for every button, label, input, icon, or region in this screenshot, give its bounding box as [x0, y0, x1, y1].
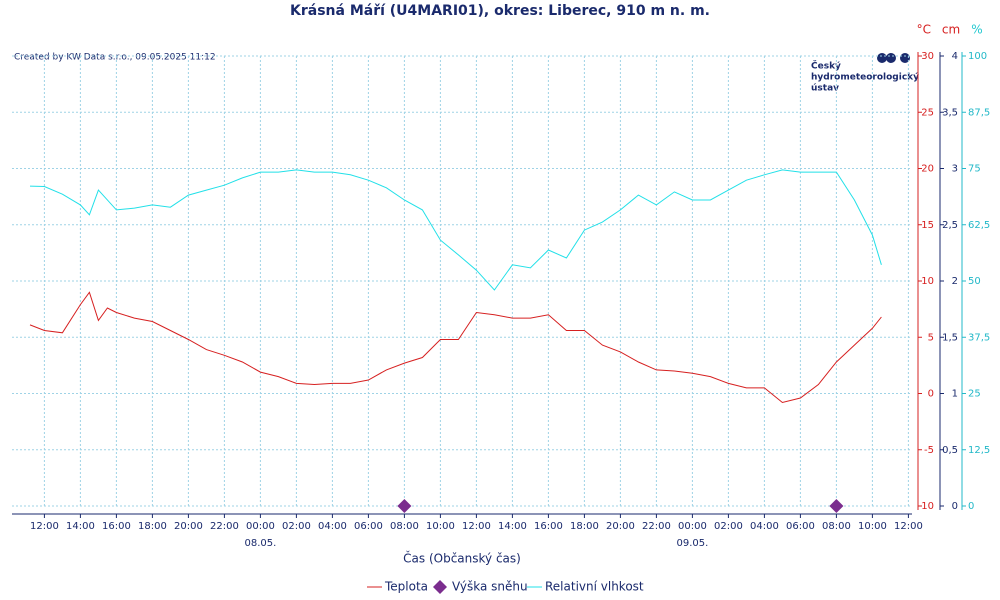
- x-tick-label: 12:00: [462, 521, 491, 532]
- y-tick-label: 3: [952, 164, 958, 175]
- date-label: 08.05.: [244, 538, 276, 549]
- y-tick-label: 100: [968, 51, 987, 62]
- y-tick-label: 2: [952, 276, 958, 287]
- logo-dot: [900, 53, 910, 63]
- y-tick-label: 30: [921, 51, 934, 62]
- x-tick-label: 20:00: [606, 521, 635, 532]
- x-tick-label: 10:00: [426, 521, 455, 532]
- x-tick-label: 18:00: [138, 521, 167, 532]
- axis-unit: cm: [942, 23, 960, 37]
- legend-label: Relativní vlhkost: [545, 580, 644, 594]
- x-tick-label: 06:00: [354, 521, 383, 532]
- x-tick-label: 20:00: [174, 521, 203, 532]
- y-tick-label: 62,5: [968, 220, 990, 231]
- x-tick-label: 00:00: [246, 521, 275, 532]
- y-tick-label: 0,5: [942, 445, 958, 456]
- x-tick-label: 00:00: [678, 521, 707, 532]
- x-tick-label: 08:00: [390, 521, 419, 532]
- chart-title: Krásná Máří (U4MARI01), okres: Liberec, …: [290, 3, 710, 19]
- x-tick-label: 06:00: [786, 521, 815, 532]
- x-tick-label: 04:00: [318, 521, 347, 532]
- x-tick-label: 14:00: [498, 521, 527, 532]
- axis-unit: °C: [917, 23, 931, 37]
- y-tick-label: 4: [952, 51, 958, 62]
- y-tick-label: 87,5: [968, 107, 990, 118]
- y-tick-label: 37,5: [968, 332, 990, 343]
- logo-text: hydrometeorologický: [811, 73, 919, 83]
- x-tick-label: 08:00: [822, 521, 851, 532]
- legend-swatch: [433, 580, 447, 594]
- series-line: [29, 169, 882, 291]
- logo-dot: [877, 53, 887, 63]
- y-tick-label: 15: [921, 220, 934, 231]
- y-tick-label: 1: [952, 389, 958, 400]
- x-tick-label: 12:00: [894, 521, 923, 532]
- y-tick-label: 2,5: [942, 220, 958, 231]
- y-tick-label: 20: [921, 164, 934, 175]
- x-axis-label: Čas (Občanský čas): [403, 551, 521, 566]
- x-tick-label: 14:00: [66, 521, 95, 532]
- logo: Český hydrometeorologický ústav: [811, 53, 919, 94]
- logo-dot: [886, 53, 896, 63]
- x-tick-label: 18:00: [570, 521, 599, 532]
- y-tick-label: -10: [918, 501, 934, 512]
- x-tick-label: 04:00: [750, 521, 779, 532]
- y-tick-label: 1,5: [942, 332, 958, 343]
- x-tick-label: 16:00: [534, 521, 563, 532]
- y-tick-label: 25: [921, 107, 934, 118]
- logo-text: Český: [811, 60, 841, 72]
- axis-unit: %: [971, 23, 982, 37]
- y-tick-label: -5: [924, 445, 934, 456]
- x-tick-label: 22:00: [642, 521, 671, 532]
- y-tick-label: 12,5: [968, 445, 990, 456]
- x-tick-label: 10:00: [858, 521, 887, 532]
- y-tick-label: 10: [921, 276, 934, 287]
- logo-text: ústav: [811, 84, 839, 94]
- x-tick-label: 16:00: [102, 521, 131, 532]
- y-tick-label: 0: [968, 501, 974, 512]
- series-line: [29, 291, 882, 404]
- y-tick-label: 5: [928, 332, 934, 343]
- y-tick-label: 0: [928, 389, 934, 400]
- date-label: 09.05.: [676, 538, 708, 549]
- y-tick-label: 3,5: [942, 107, 958, 118]
- y-tick-label: 50: [968, 276, 981, 287]
- x-tick-label: 02:00: [282, 521, 311, 532]
- y-tick-label: 75: [968, 164, 981, 175]
- y-tick-label: 0: [952, 501, 958, 512]
- x-tick-label: 02:00: [714, 521, 743, 532]
- snow-marker: [829, 499, 844, 513]
- y-tick-label: 25: [968, 389, 981, 400]
- x-tick-label: 22:00: [210, 521, 239, 532]
- snow-marker: [397, 499, 412, 513]
- x-tick-label: 12:00: [30, 521, 59, 532]
- legend-label: Teplota: [384, 580, 428, 594]
- credit: Created by KW Data s.r.o., 09.05.2025 11…: [14, 53, 216, 63]
- legend-label: Výška sněhu: [452, 580, 528, 594]
